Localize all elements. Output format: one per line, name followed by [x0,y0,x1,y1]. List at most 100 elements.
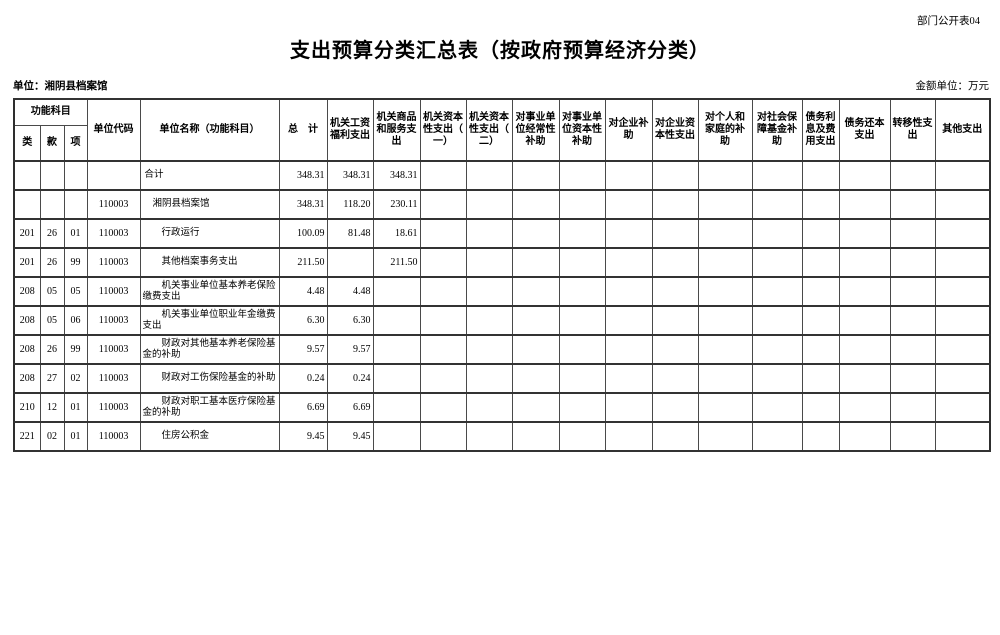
value-cell [697,189,753,220]
value-cell [604,276,653,307]
table-row: 221 02 01 110003 住房公积金 9.45 9.45 [13,421,991,452]
unit-label: 单位：湘阴县档案馆 [13,81,108,92]
unit-name-cell: 机关事业单位基本养老保险缴费支出 [139,276,280,307]
value-cell [604,218,653,249]
value-cell [697,160,753,191]
value-cell [751,363,803,394]
value-cell [419,218,467,249]
func-item-cell: 05 [63,276,88,307]
value-cell [889,276,936,307]
func-section-cell: 05 [39,305,65,336]
unit-code-cell: 110003 [86,363,141,394]
func-section-cell: 26 [39,218,65,249]
value-cell: 6.69 [326,392,374,423]
unit-name-cell: 财政对职工基本医疗保险基金的补助 [139,392,280,423]
value-cell: 0.24 [326,363,374,394]
unit-code-cell [86,160,141,191]
value-cell [651,189,699,220]
value-cell [751,247,803,278]
value-cell [558,334,606,365]
value-cell: 6.30 [278,305,328,336]
unit-code-cell: 110003 [86,334,141,365]
value-cell [801,276,840,307]
value-cell [651,218,699,249]
value-cell [697,276,753,307]
header-metric-col: 机关资本性支出（二） [465,98,513,162]
header-metric-col: 对个人和家庭的补助 [697,98,753,162]
value-cell [419,247,467,278]
func-item-cell: 01 [63,421,88,452]
value-cell: 6.30 [326,305,374,336]
value-cell [934,160,991,191]
value-cell: 211.50 [372,247,421,278]
subhead: 单位：湘阴县档案馆 金额单位：万元 [13,78,989,93]
func-item-cell: 06 [63,305,88,336]
value-cell [751,276,803,307]
value-cell [604,189,653,220]
value-cell [838,218,891,249]
value-cell [465,218,513,249]
table-row: 210 12 01 110003 财政对职工基本医疗保险基金的补助 6.69 6.69 [13,392,991,423]
header-func-item: 项 [63,124,88,162]
value-cell [697,392,753,423]
value-cell: 100.09 [278,218,328,249]
func-section-cell: 02 [39,421,65,452]
value-cell [838,247,891,278]
value-cell [604,305,653,336]
func-item-cell [63,160,88,191]
header-metric-col: 债务利息及费用支出 [801,98,840,162]
table-row: 208 26 99 110003 财政对其他基本养老保险基金的补助 9.57 9.57 [13,334,991,365]
value-cell [801,363,840,394]
func-item-cell: 99 [63,247,88,278]
value-cell [604,334,653,365]
value-cell [651,276,699,307]
value-cell [751,189,803,220]
value-cell [889,218,936,249]
value-cell [465,247,513,278]
value-cell [465,363,513,394]
doc-sheet-number: 部门公开表04 [917,16,980,27]
value-cell [934,305,991,336]
value-cell [801,247,840,278]
value-cell [801,218,840,249]
value-cell [889,160,936,191]
value-cell: 230.11 [372,189,421,220]
value-cell [751,218,803,249]
amount-unit-label: 金额单位：万元 [915,81,990,92]
value-cell [511,276,560,307]
value-cell [751,160,803,191]
value-cell [511,334,560,365]
func-item-cell [63,189,88,220]
value-cell: 9.45 [278,421,328,452]
func-class-cell: 221 [13,421,41,452]
value-cell [558,421,606,452]
value-cell [838,421,891,452]
value-cell [889,363,936,394]
func-section-cell [39,189,65,220]
value-cell [511,247,560,278]
value-cell [604,421,653,452]
value-cell [801,334,840,365]
value-cell [372,334,421,365]
header-metric-col: 对企业补助 [604,98,653,162]
value-cell [697,334,753,365]
value-cell [934,363,991,394]
header-metric-col: 对企业资本性支出 [651,98,699,162]
table-row: 合计 348.31 348.31 348.31 [13,160,991,191]
value-cell: 18.61 [372,218,421,249]
value-cell [801,421,840,452]
value-cell [558,160,606,191]
unit-name-cell: 其他档案事务支出 [139,247,280,278]
value-cell: 9.57 [278,334,328,365]
value-cell [934,218,991,249]
header-metric-col: 对社会保障基金补助 [751,98,803,162]
header-func-class: 类 [13,124,41,162]
value-cell [651,392,699,423]
value-cell [651,334,699,365]
value-cell [419,305,467,336]
value-cell [465,189,513,220]
func-item-cell: 02 [63,363,88,394]
unit-name-cell: 机关事业单位职业年金缴费支出 [139,305,280,336]
value-cell [934,276,991,307]
